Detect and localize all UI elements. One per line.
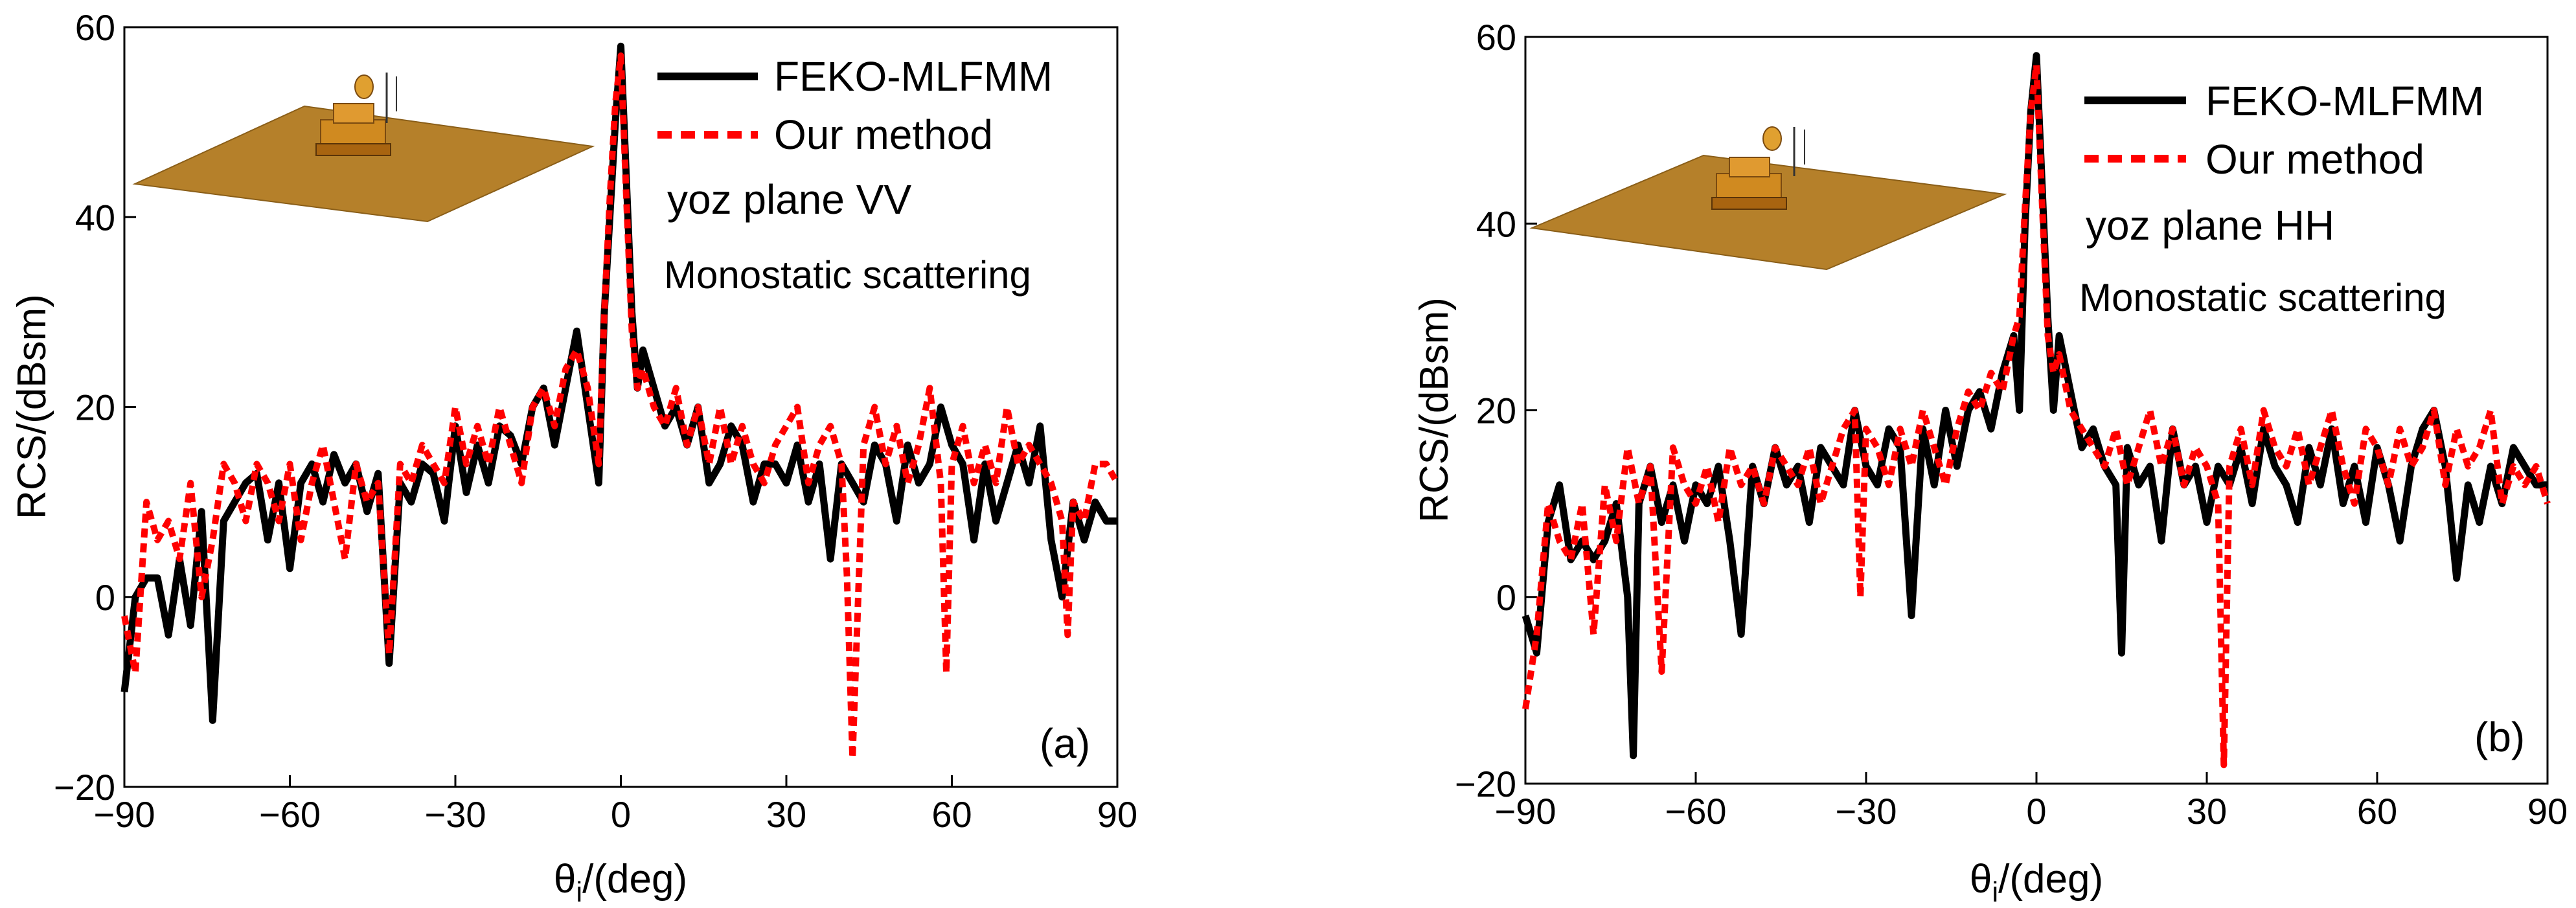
y-axis-label-b: RCS/(dBsm) [1412,297,1457,523]
x-axis-label-a: θi/(deg) [554,857,687,908]
x-tick-label-b-6: 90 [2527,791,2568,832]
y-tick-label-b-2: 20 [1476,391,1516,431]
x-axis-label-unit-b: /(deg) [1998,857,2103,902]
x-tick-label-b-0: −90 [1495,791,1556,832]
plane-annotation-b: yoz plane HH [2086,202,2334,249]
y-tick-label-b-1: 0 [1496,577,1516,618]
series-group-a [120,42,1121,762]
x-tick-label-b-3: 0 [2026,791,2046,832]
series-line-b-our-method [1522,62,2551,769]
series-line-a-our-method [121,52,1121,762]
y-tick-label-a-2: 20 [75,387,115,428]
y-tick-label-b-0: −20 [1455,764,1516,804]
y-tick-label-a-0: −20 [54,767,115,808]
plane-annotation-a: yoz plane VV [667,176,911,223]
axis-ticks-b: −90 −60 −30 0 30 60 90 −20 0 20 40 60 [1455,17,2568,832]
series-line-b-feko-mlfmm [1522,52,2548,760]
ground-plane-a [132,105,595,223]
x-axis-label-b: θi/(deg) [1970,857,2103,908]
y-tick-label-a-1: 0 [95,577,115,618]
legend-label-feko-b: FEKO-MLFMM [2206,78,2484,124]
axis-ticks-a: −90 −60 −30 0 30 60 90 −20 0 20 40 60 [54,7,1137,835]
series-group-b [1522,52,2551,769]
x-axis-label-sub-a: i [576,876,582,908]
legend-label-ours-b: Our method [2206,136,2424,183]
scattering-annotation-a: Monostatic scattering [664,253,1031,297]
scene-illustration-a [132,73,595,223]
ground-plane-b [1529,154,2007,271]
legend-label-ours-a: Our method [774,111,993,158]
x-tick-label-b-4: 30 [2187,791,2227,832]
tank-icon-b [1711,126,1805,210]
x-tick-label-a-0: −90 [94,794,155,835]
y-tick-label-a-4: 60 [75,7,115,48]
x-tick-label-b-2: −30 [1836,791,1897,832]
x-tick-label-b-5: 60 [2357,791,2397,832]
legend-b: FEKO-MLFMM Our method [2084,78,2484,183]
scattering-annotation-b: Monostatic scattering [2079,276,2446,319]
x-tick-label-a-4: 30 [766,794,806,835]
x-tick-label-a-6: 90 [1097,794,1137,835]
legend-a: FEKO-MLFMM Our method [657,53,1053,158]
scene-illustration-b [1529,126,2007,271]
legend-label-feko-a: FEKO-MLFMM [774,53,1053,100]
x-tick-label-a-3: 0 [611,794,631,835]
y-axis-label-a: RCS/(dBsm) [10,294,54,519]
panel-b: −90 −60 −30 0 30 60 90 −20 0 20 40 60 FEKO-MLFMM Ou… [1412,17,2568,908]
x-tick-label-a-1: −60 [259,794,321,835]
y-tick-label-b-4: 60 [1476,17,1516,58]
y-tick-label-b-3: 40 [1476,203,1516,244]
x-axis-label-theta-b: θ [1970,857,1992,902]
y-tick-label-a-3: 40 [75,197,115,238]
x-tick-label-a-5: 60 [931,794,972,835]
x-axis-label-unit-a: /(deg) [582,857,687,902]
panel-a: −90 −60 −30 0 30 60 90 −20 0 20 40 60 FEKO-MLFMM Ou… [10,7,1137,908]
panel-label-b: (b) [2474,714,2525,760]
x-tick-label-b-1: −60 [1665,791,1727,832]
x-axis-label-theta-a: θ [554,857,576,902]
tank-icon-a [315,73,397,156]
x-axis-label-sub-b: i [1992,876,1998,908]
x-tick-label-a-2: −30 [425,794,486,835]
panel-label-a: (a) [1040,720,1090,767]
